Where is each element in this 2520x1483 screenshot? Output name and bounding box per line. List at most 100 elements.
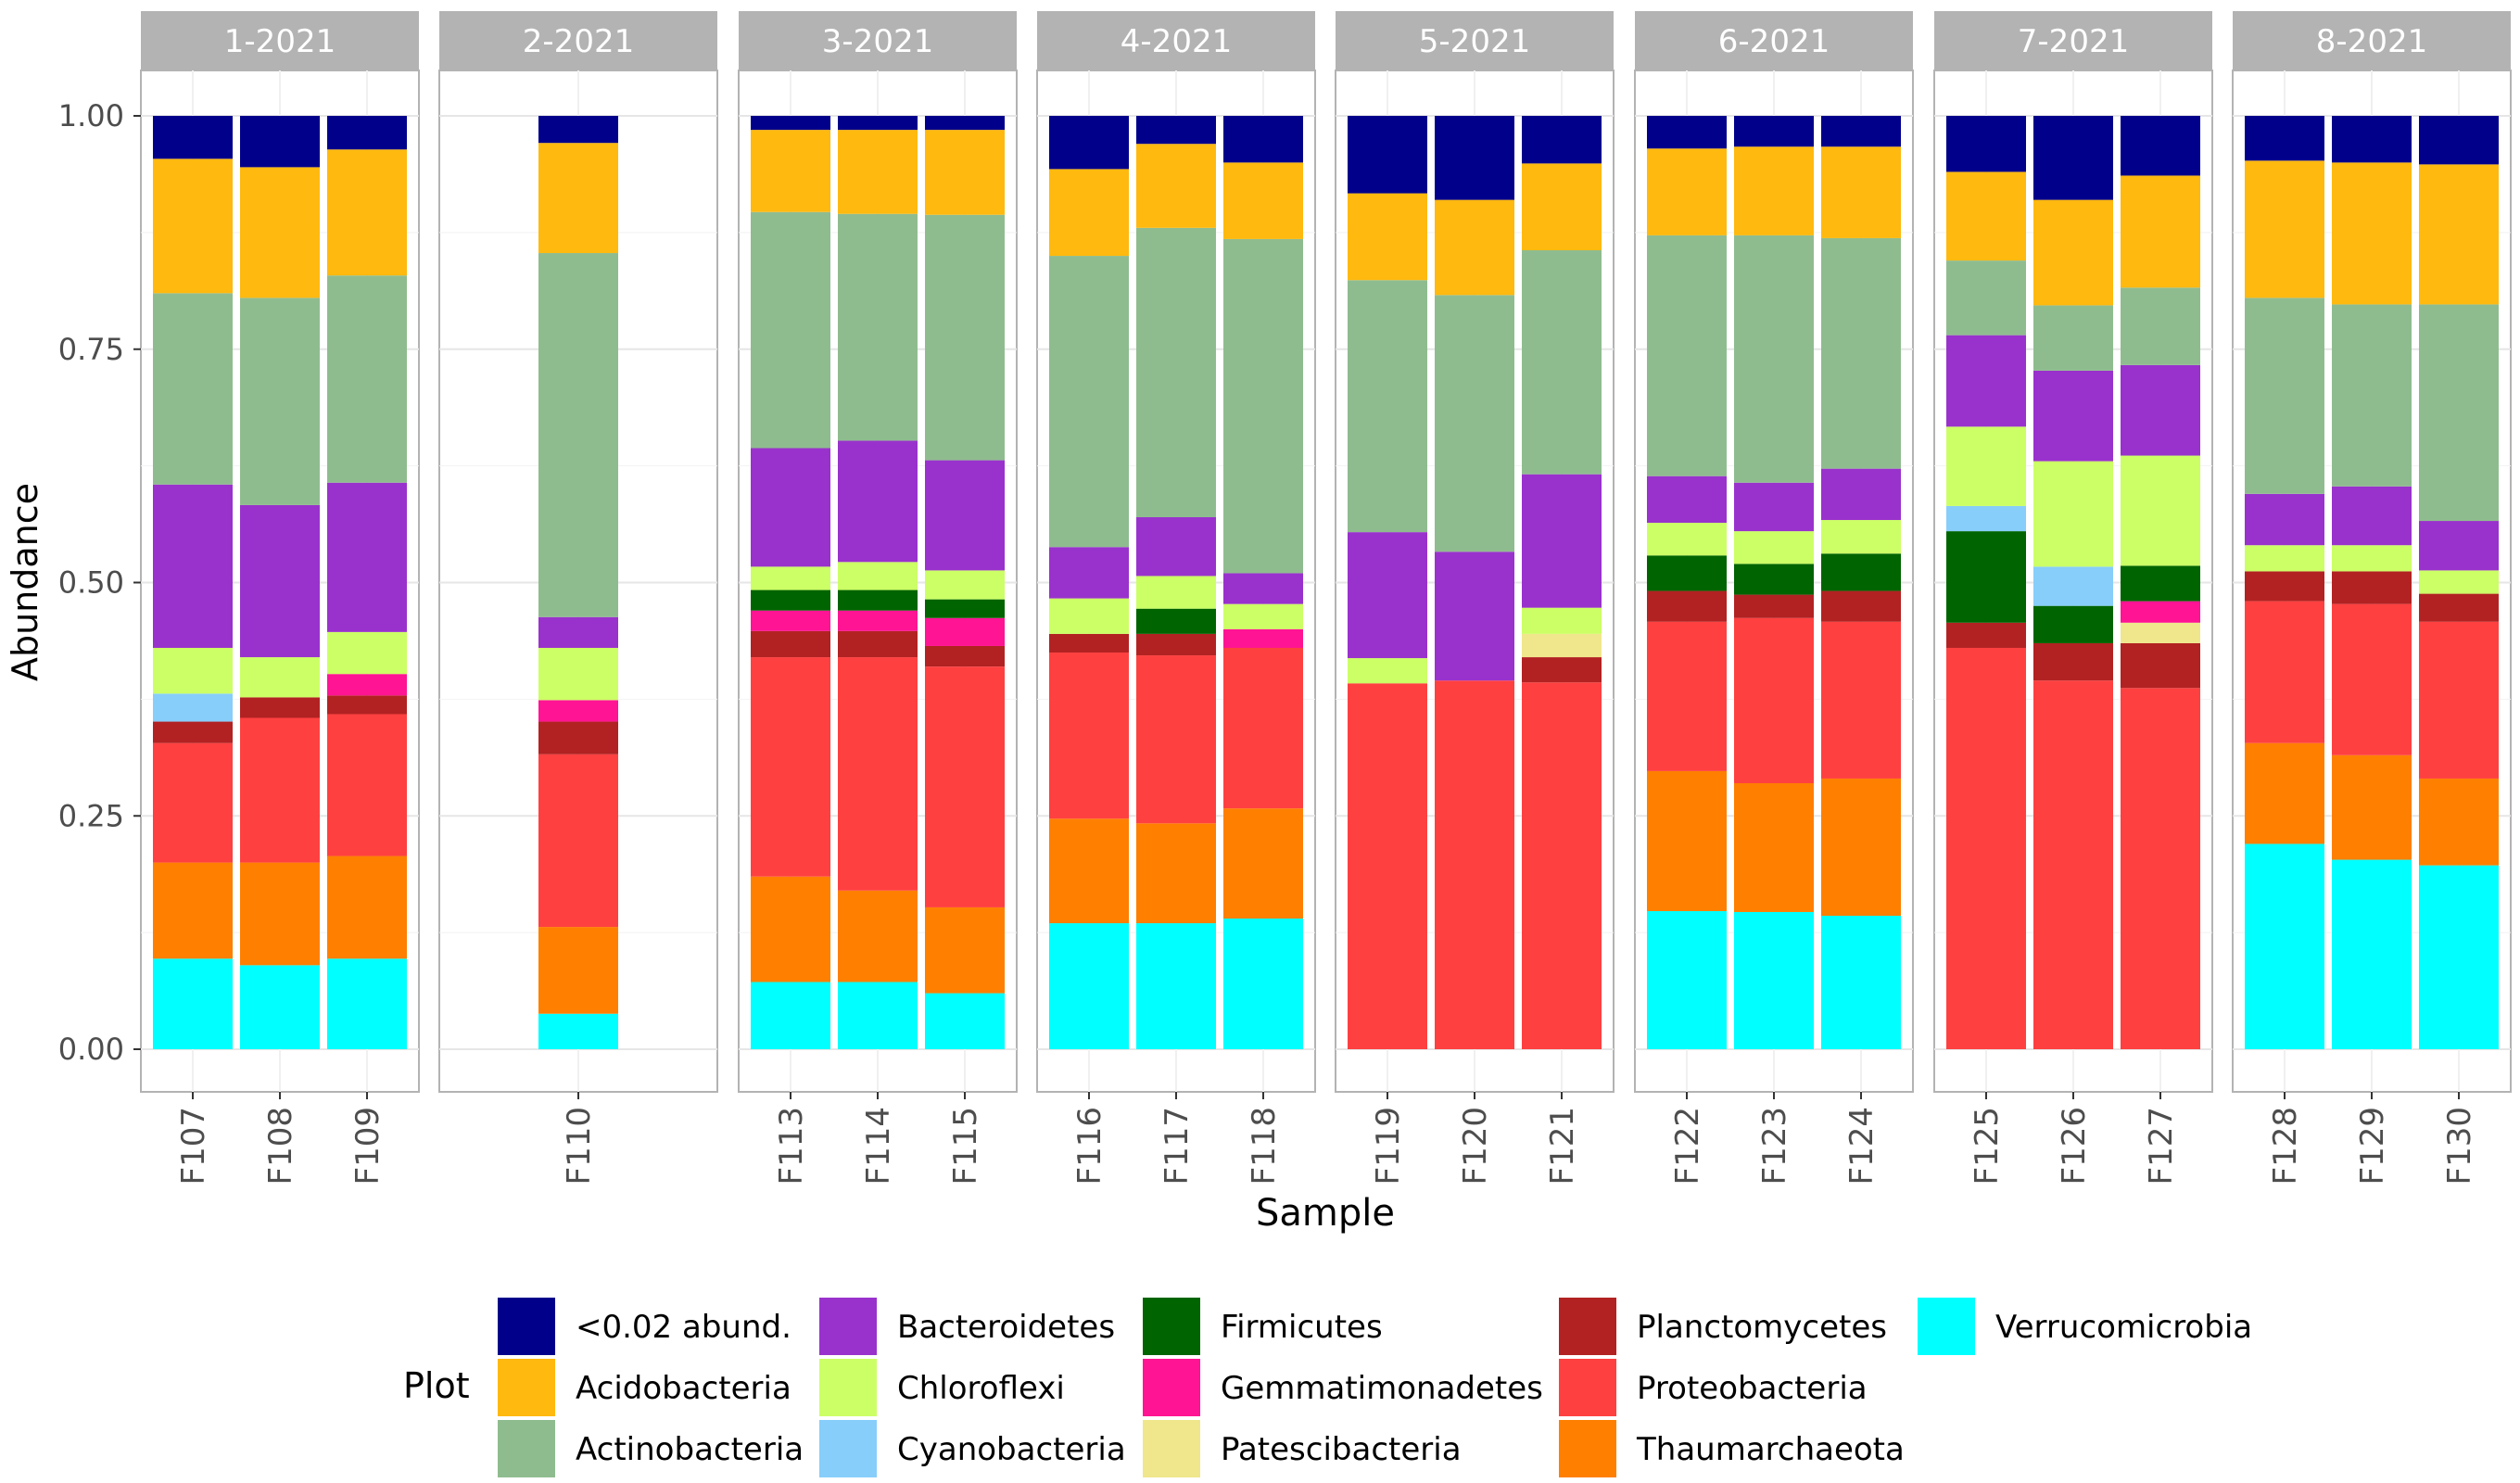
bar-segment-Bacteroidetes: [1223, 573, 1303, 604]
x-tick-label: F124: [1843, 1107, 1881, 1185]
bar-segment-Planctomycetes: [538, 721, 618, 754]
bar-segment-Planctomycetes: [2419, 593, 2499, 622]
bar-segment-Thaumarchaeota: [838, 890, 918, 982]
bar-F115: [925, 116, 1005, 1049]
bar-segment-Chloroflexi: [538, 647, 618, 701]
facet-strip-label: 6-2021: [1718, 23, 1830, 60]
bar-segment-Firmicutes: [838, 589, 918, 611]
legend-item: Cyanobacteria: [819, 1420, 1126, 1477]
x-tick-label: F113: [773, 1107, 810, 1185]
bar-segment-Planctomycetes: [327, 695, 407, 715]
bar-segment-Actinobacteria: [1821, 237, 1901, 469]
bar-segment-Chloroflexi: [1821, 520, 1901, 554]
bar-segment-Bacteroidetes: [1946, 335, 2026, 427]
bar-segment-Planctomycetes: [1821, 590, 1901, 622]
bar-segment-Acidobacteria: [1734, 146, 1814, 235]
bar-segment-Verrucomicrobia: [751, 982, 830, 1049]
bar-F107: [153, 116, 233, 1049]
x-tick-label: F122: [1669, 1107, 1706, 1185]
bar-segment-<0.02 abund.: [1647, 116, 1727, 149]
x-axis-label: Sample: [1256, 1192, 1395, 1235]
bar-segment-Thaumarchaeota: [1821, 778, 1901, 916]
bar-segment-Chloroflexi: [1734, 531, 1814, 564]
legend-label: Actinobacteria: [576, 1431, 804, 1468]
bar-segment-Thaumarchaeota: [1049, 818, 1129, 924]
bar-segment-Verrucomicrobia: [2245, 843, 2324, 1049]
bar-segment-Planctomycetes: [751, 630, 830, 658]
legend-label: Gemmatimonadetes: [1221, 1370, 1543, 1407]
bar-segment-Chloroflexi: [327, 631, 407, 675]
legend-key: [498, 1359, 555, 1416]
bar-segment-Proteobacteria: [2245, 601, 2324, 743]
facet-4-2021: 4-2021 F116 F117 F118: [1036, 11, 1316, 1185]
facet-strip-label: 3-2021: [822, 23, 933, 60]
legend-key: [819, 1420, 877, 1477]
bar-segment-Actinobacteria: [327, 275, 407, 483]
bar-segment-Chloroflexi: [1647, 523, 1727, 556]
bar-segment-Acidobacteria: [2033, 199, 2113, 306]
legend-item: Gemmatimonadetes: [1143, 1359, 1543, 1416]
bar-segment-Proteobacteria: [1946, 647, 2026, 1049]
bar-segment-Proteobacteria: [1348, 683, 1427, 1049]
bar-segment-Gemmatimonadetes: [327, 674, 407, 696]
legend-label: Firmicutes: [1221, 1309, 1383, 1346]
bar-segment-<0.02 abund.: [538, 116, 618, 144]
bar-segment-Verrucomicrobia: [2419, 865, 2499, 1049]
bar-segment-Thaumarchaeota: [1734, 783, 1814, 912]
facet-strip: [2233, 11, 2511, 70]
bar-segment-Proteobacteria: [1136, 655, 1216, 824]
facet-strip: [1037, 11, 1315, 70]
y-tick-label: 0.50: [58, 565, 124, 601]
bar-F110: [538, 116, 618, 1049]
bar-segment-Bacteroidetes: [1821, 468, 1901, 521]
facet-strip: [439, 11, 717, 70]
x-tick-label: F108: [262, 1107, 299, 1185]
y-tick-label: 0.00: [58, 1032, 124, 1067]
bar-segment-<0.02 abund.: [751, 116, 830, 131]
facet-panels: 1-2021 F107 F108 F109 2-2021 F110 3-2021 F113 F1…: [140, 11, 2512, 1185]
bar-F114: [838, 116, 918, 1049]
legend-key: [1143, 1298, 1200, 1355]
bar-segment-Proteobacteria: [1049, 653, 1129, 819]
bar-segment-Acidobacteria: [925, 130, 1005, 215]
bar-segment-Thaumarchaeota: [1647, 770, 1727, 911]
bar-segment-Firmicutes: [2033, 605, 2113, 643]
x-tick-label: F129: [2354, 1107, 2391, 1185]
bar-F130: [2419, 116, 2499, 1049]
bar-segment-Chloroflexi: [1136, 576, 1216, 609]
bar-segment-Gemmatimonadetes: [538, 700, 618, 722]
bar-segment-Acidobacteria: [1821, 146, 1901, 238]
bar-segment-Verrucomicrobia: [2332, 859, 2412, 1049]
bar-segment-Proteobacteria: [1821, 621, 1901, 779]
bar-segment-Acidobacteria: [838, 130, 918, 214]
legend-item: <0.02 abund.: [498, 1298, 791, 1355]
legend-key: [1559, 1420, 1616, 1477]
legend-item: Chloroflexi: [819, 1359, 1065, 1416]
x-tick-label: F123: [1756, 1107, 1793, 1185]
bar-segment-<0.02 abund.: [2332, 116, 2412, 163]
bar-segment-<0.02 abund.: [2245, 116, 2324, 161]
bar-segment-Actinobacteria: [1522, 250, 1602, 475]
bar-segment-Firmicutes: [1821, 553, 1901, 591]
bar-F122: [1647, 116, 1727, 1049]
bar-segment-Planctomycetes: [1734, 594, 1814, 618]
x-tick-label: F107: [175, 1107, 212, 1185]
bar-F128: [2245, 116, 2324, 1049]
bar-segment-Actinobacteria: [1348, 280, 1427, 533]
bar-segment-Acidobacteria: [1348, 193, 1427, 281]
bar-segment-Firmicutes: [1734, 564, 1814, 595]
legend-label: Planctomycetes: [1637, 1309, 1887, 1346]
legend: Plot <0.02 abund. Acidobacteria Actinobact…: [403, 1298, 2252, 1477]
bar-segment-Actinobacteria: [1223, 238, 1303, 574]
bar-F120: [1435, 116, 1514, 1049]
bar-segment-Cyanobacteria: [153, 693, 233, 722]
bar-segment-Firmicutes: [1946, 531, 2026, 623]
bar-segment-Proteobacteria: [240, 717, 320, 863]
bar-segment-Planctomycetes: [1136, 633, 1216, 656]
bar-segment-Actinobacteria: [1435, 295, 1514, 552]
bar-segment-Firmicutes: [2121, 565, 2200, 602]
bar-segment-Thaumarchaeota: [751, 876, 830, 982]
bar-segment-Verrucomicrobia: [1821, 915, 1901, 1049]
bar-segment-Planctomycetes: [1522, 657, 1602, 683]
bar-segment-Acidobacteria: [751, 130, 830, 212]
